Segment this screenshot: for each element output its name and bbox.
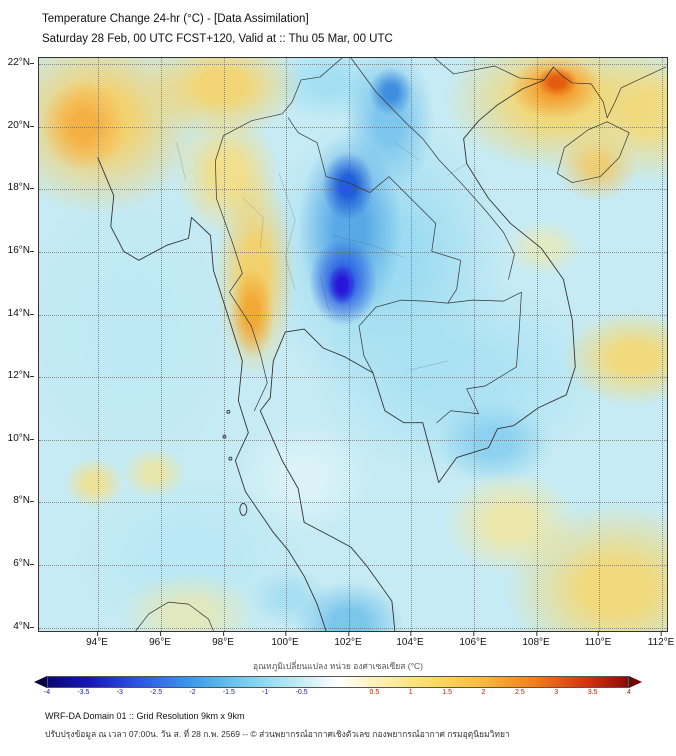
y-tick-label: 8°N: [13, 495, 34, 506]
y-tick-label: 16°N: [7, 245, 35, 256]
island-phuket: [239, 502, 248, 516]
colorbar-tick-label: -0.5: [295, 689, 308, 696]
map-borders: [97, 58, 667, 631]
colorbar-tick-label: -3.5: [77, 689, 90, 696]
island-mergui-1: [226, 409, 231, 414]
colorbar-tick-label: 3.5: [587, 689, 598, 696]
y-tick-label: 10°N: [7, 433, 35, 444]
footer-credit: ปรับปรุงข้อมูล ณ เวลา 07:00น. วัน ส. ที่…: [45, 729, 510, 739]
gridline-horizontal: [39, 189, 667, 190]
colorbar-tick-label: -1: [262, 689, 269, 696]
gridline-horizontal: [39, 127, 667, 128]
colorbar-right-arrow: [629, 676, 642, 688]
x-tick-label: 94°E: [86, 632, 108, 648]
island-sumatra-path: [135, 601, 214, 631]
colorbar-tick-label: -3: [116, 689, 123, 696]
gridline-horizontal: [39, 628, 667, 629]
y-tick-label: 12°N: [7, 370, 35, 381]
y-tick-label: 18°N: [7, 182, 35, 193]
gridline-vertical: [349, 58, 350, 631]
colorbar-ticks: -4 -3.5 -3 -2.5 -2 -1.5 -1 -0.5 0.5 1 1.5 2 2.5 3 3.5 4: [43, 689, 631, 699]
x-tick-label: 100°E: [271, 632, 299, 648]
colorbar-tick-label: 4: [627, 689, 631, 696]
colorbar-tick-label: 3: [554, 689, 559, 696]
colorbar: อุณหภูมิเปลี่ยนแปลง หน่วย องศาเซลเซียส (…: [0, 659, 676, 699]
x-tick-label: 98°E: [212, 632, 234, 648]
colorbar-tick-label: 0.5: [369, 689, 380, 696]
gridline-vertical: [98, 58, 99, 631]
gridline-horizontal: [39, 315, 667, 316]
x-tick-label: 110°E: [584, 632, 612, 648]
x-tick-label: 112°E: [647, 632, 675, 648]
colorbar-left-arrow: [34, 676, 47, 688]
colorbar-tick-label: 1.5: [442, 689, 452, 696]
island-mergui-3: [228, 456, 233, 461]
gridline-vertical: [411, 58, 412, 631]
colorbar-gradient: [47, 676, 629, 688]
footer-domain-info: WRF-DA Domain 01 :: Grid Resolution 9km …: [45, 711, 245, 721]
gridline-vertical: [599, 58, 600, 631]
y-tick-label: 4°N: [13, 621, 34, 632]
gridline-horizontal: [39, 377, 667, 378]
gridline-horizontal: [39, 440, 667, 441]
plot-subtitle: Saturday 28 Feb, 00 UTC FCST+120, Valid …: [42, 33, 393, 45]
colorbar-tick-label: -1.5: [222, 689, 235, 696]
gridline-horizontal: [39, 64, 667, 65]
gridline-vertical: [474, 58, 475, 631]
y-axis: 22°N 20°N 18°N 16°N 14°N 12°N 10°N 8°N 6°N 4°N: [0, 57, 35, 632]
x-tick-label: 106°E: [459, 632, 487, 648]
colorbar-tick-label: -4: [43, 689, 51, 696]
title-block: Temperature Change 24-hr (°C) - [Data As…: [42, 9, 393, 49]
x-tick-label: 104°E: [396, 632, 424, 648]
plot-title: Temperature Change 24-hr (°C) - [Data As…: [42, 13, 309, 25]
gridline-horizontal: [39, 252, 667, 253]
gridline-vertical: [224, 58, 225, 631]
colorbar-label: อุณหภูมิเปลี่ยนแปลง หน่วย องศาเซลเซียส (…: [253, 661, 423, 671]
gridline-vertical: [286, 58, 287, 631]
gridline-horizontal: [39, 502, 667, 503]
gridline-vertical: [161, 58, 162, 631]
y-tick-label: 14°N: [7, 308, 35, 319]
colorbar-tick-label: -2.5: [150, 689, 163, 696]
gridline-horizontal: [39, 565, 667, 566]
coastline-path: [97, 66, 576, 631]
colorbar-tick-label: 2.5: [515, 689, 525, 696]
country-borders-path: [215, 58, 667, 424]
x-axis: 94°E 96°E 98°E 100°E 102°E 104°E 106°E 108°E 110…: [0, 632, 676, 649]
x-tick-label: 102°E: [334, 632, 362, 648]
colorbar-tick-label: -2: [189, 689, 196, 696]
colorbar-tick-label: 2: [481, 689, 486, 696]
temperature-field: [39, 58, 667, 631]
y-tick-label: 6°N: [13, 558, 34, 569]
x-tick-label: 96°E: [149, 632, 171, 648]
gridline-vertical: [537, 58, 538, 631]
island-hainan-path: [557, 121, 630, 183]
colorbar-tick-label: 1: [408, 689, 413, 696]
y-tick-label: 22°N: [7, 57, 35, 68]
colorbar-row: [34, 676, 642, 688]
x-tick-label: 108°E: [522, 632, 550, 648]
y-tick-label: 20°N: [7, 120, 35, 131]
admin-boundaries-path: [176, 142, 467, 371]
grid-lines: [39, 58, 667, 631]
gridline-vertical: [662, 58, 663, 631]
map-area: [38, 57, 668, 632]
island-mergui-2: [222, 434, 227, 439]
